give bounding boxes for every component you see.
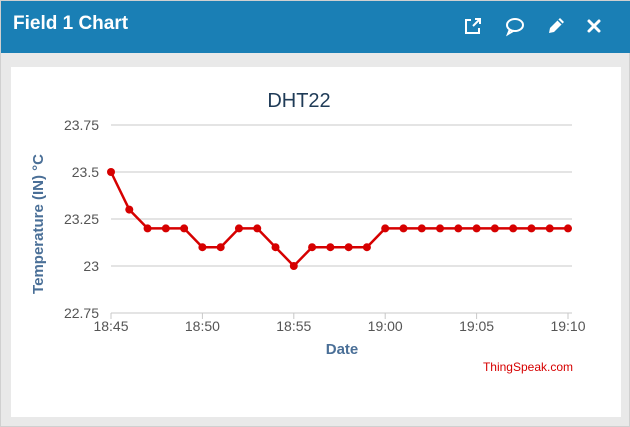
x-tick-label: 19:00 (368, 318, 403, 334)
data-point (198, 243, 207, 252)
data-point (143, 224, 152, 233)
comment-icon[interactable] (504, 15, 526, 37)
data-point (180, 224, 189, 233)
data-point (399, 224, 408, 233)
data-point (545, 224, 554, 233)
x-tick-label: 18:55 (276, 318, 311, 334)
data-point (344, 243, 353, 252)
data-point (417, 224, 426, 233)
x-axis-label: Date (326, 341, 359, 358)
data-point (472, 224, 481, 233)
data-point (289, 262, 298, 270)
x-tick-label: 18:50 (185, 318, 220, 334)
pencil-icon[interactable] (545, 15, 567, 37)
y-tick-label: 23.25 (64, 211, 99, 227)
grid-lines (110, 124, 572, 319)
data-point (326, 243, 335, 252)
data-point (271, 243, 280, 252)
window-header: Field 1 Chart (1, 1, 630, 53)
series-temperature (107, 168, 572, 270)
x-tick-label: 19:10 (550, 318, 585, 334)
data-point (125, 205, 134, 214)
data-point (362, 243, 371, 252)
data-point (527, 224, 536, 233)
x-tick-labels: 18:45 18:50 18:55 19:00 19:05 19:10 (93, 318, 585, 334)
x-tick-label: 18:45 (93, 318, 128, 334)
data-point (253, 224, 262, 233)
window-title: Field 1 Chart (13, 13, 129, 34)
data-point (490, 224, 499, 233)
data-point (454, 224, 463, 233)
y-tick-labels: 22.75 23 23.25 23.5 23.75 (64, 117, 99, 321)
data-point (436, 224, 445, 233)
credit-link[interactable]: ThingSpeak.com (483, 360, 573, 374)
data-point (161, 224, 170, 233)
y-tick-label: 23.75 (64, 117, 99, 133)
y-tick-label: 23 (83, 258, 99, 274)
data-point (234, 224, 243, 233)
data-point (216, 243, 225, 252)
y-tick-label: 22.75 (64, 305, 99, 321)
data-point (107, 168, 115, 176)
data-point (308, 243, 317, 252)
chart-title: DHT22 (267, 90, 330, 112)
y-axis-label: Temperature (IN) °C (30, 154, 47, 294)
data-point (381, 224, 390, 233)
external-link-icon[interactable] (462, 15, 484, 37)
data-point (509, 224, 518, 233)
close-icon[interactable] (583, 15, 605, 37)
y-tick-label: 23.5 (72, 164, 99, 180)
chart-panel: DHT22 22.75 23 23.25 23.5 23.75 18:45 18:50 18… (11, 67, 621, 417)
data-point (564, 224, 572, 233)
x-tick-label: 19:05 (459, 318, 494, 334)
